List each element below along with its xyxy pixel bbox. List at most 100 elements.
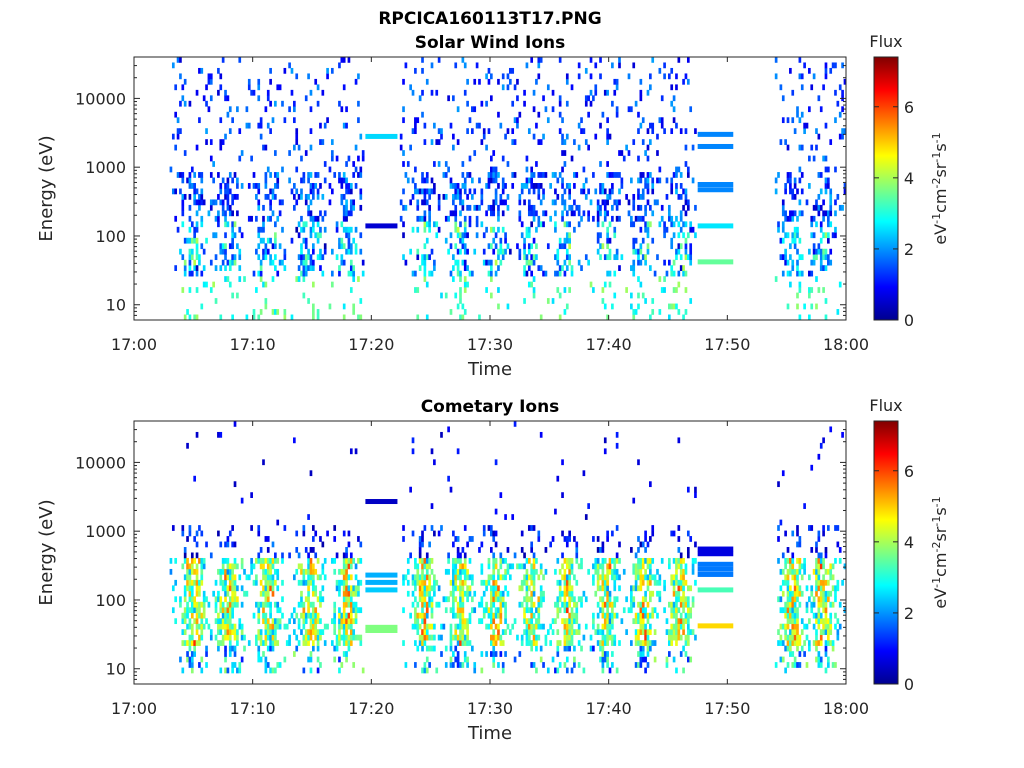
spectrogram-cell	[786, 662, 790, 668]
spectrogram-cell	[497, 585, 500, 592]
spectrogram-cell	[217, 596, 220, 603]
spectrogram-cell	[195, 210, 199, 217]
spectrogram-cell	[603, 303, 607, 310]
spectrogram-cell	[819, 618, 823, 625]
constant-energy-line	[697, 131, 734, 137]
spectrogram-cell	[639, 629, 643, 635]
spectrogram-cell	[200, 601, 204, 608]
spectrogram-cell	[525, 568, 529, 575]
spectrogram-cell	[307, 607, 310, 614]
spectrogram-cell	[646, 226, 650, 233]
spectrogram-cell	[831, 662, 835, 668]
spectrogram-cell	[796, 612, 799, 619]
spectrogram-cell	[330, 150, 334, 156]
spectrogram-cell	[596, 199, 600, 206]
spectrogram-cell	[606, 585, 609, 592]
spectrogram-cell	[349, 563, 353, 570]
spectrogram-cell	[641, 172, 645, 178]
spectrogram-cell	[675, 254, 678, 261]
spectrogram-cell	[319, 574, 322, 581]
spectrogram-cell	[262, 254, 265, 261]
spectrogram-cell	[592, 645, 595, 652]
spectrogram-cell	[577, 623, 581, 630]
spectrogram-cell	[255, 557, 258, 564]
spectrogram-cell	[796, 106, 799, 113]
spectrogram-cell	[803, 640, 806, 646]
spectrogram-cell	[347, 585, 351, 592]
spectrogram-cell	[637, 601, 640, 608]
spectrogram-cell	[658, 276, 662, 282]
spectrogram-cell	[307, 193, 310, 200]
spectrogram-cell	[630, 106, 633, 113]
spectrogram-cell	[520, 634, 524, 641]
spectrogram-cell	[238, 57, 242, 63]
spectrogram-cell	[632, 585, 636, 592]
spectrogram-cell	[641, 601, 645, 608]
spectrogram-cell	[575, 172, 579, 178]
spectrogram-cell	[651, 128, 655, 135]
spectrogram-cell	[463, 656, 467, 663]
spectrogram-cell	[195, 265, 199, 271]
spectrogram-cell	[630, 596, 633, 603]
spectrogram-cell	[266, 662, 270, 668]
spectrogram-cell	[302, 265, 306, 271]
spectrogram-cell	[549, 541, 553, 548]
spectrogram-cell	[834, 525, 837, 531]
spectrogram-cell	[454, 612, 458, 619]
spectrogram-cell	[416, 248, 420, 255]
spectrogram-cell	[183, 237, 187, 244]
spectrogram-cell	[304, 270, 308, 277]
spectrogram-cell	[798, 237, 802, 244]
spectrogram-cell	[347, 237, 351, 244]
spectrogram-cell	[347, 618, 351, 625]
spectrogram-cell	[677, 579, 681, 586]
spectrogram-cell	[798, 73, 802, 80]
spectrogram-cell	[798, 651, 802, 657]
spectrogram-cell	[463, 552, 467, 559]
spectrogram-cell	[613, 601, 617, 608]
spectrogram-cell	[454, 563, 458, 570]
spectrogram-cell	[195, 601, 199, 608]
spectrogram-cell	[824, 596, 828, 603]
spectrogram-cell	[791, 640, 795, 646]
spectrogram-cell	[492, 590, 496, 597]
spectrogram-cell	[454, 596, 458, 603]
spectrogram-cell	[454, 259, 458, 266]
spectrogram-cell	[827, 237, 830, 244]
spectrogram-cell	[444, 172, 448, 178]
spectrogram-cell	[506, 590, 510, 597]
spectrogram-cell	[352, 172, 356, 178]
spectrogram-cell	[637, 204, 640, 211]
spectrogram-cell	[471, 607, 474, 614]
spectrogram-cell	[829, 259, 833, 266]
spectrogram-cell	[530, 629, 534, 635]
spectrogram-cell	[202, 199, 206, 206]
spectrogram-cell	[352, 585, 356, 592]
spectrogram-cell	[181, 525, 185, 531]
spectrogram-cell	[240, 150, 244, 156]
spectrogram-cell	[786, 232, 790, 239]
spectrogram-cell	[556, 557, 560, 564]
spectrogram-cell	[262, 590, 265, 597]
spectrogram-cell	[570, 563, 574, 570]
spectrogram-cell	[494, 612, 498, 619]
spectrogram-cell	[684, 596, 688, 603]
spectrogram-cell	[454, 645, 458, 652]
spectrogram-cell	[542, 188, 545, 195]
spectrogram-cell	[596, 215, 600, 222]
spectrogram-cell	[181, 210, 185, 217]
spectrogram-cell	[288, 634, 291, 641]
spectrogram-cell	[504, 618, 507, 625]
spectrogram-cell	[499, 552, 503, 559]
spectrogram-cell	[281, 579, 284, 586]
spectrogram-cell	[333, 618, 337, 625]
spectrogram-cell	[478, 601, 481, 608]
spectrogram-cell	[786, 585, 790, 592]
spectrogram-cell	[473, 607, 477, 614]
spectrogram-cell	[679, 243, 683, 250]
spectrogram-cell	[468, 618, 472, 625]
spectrogram-cell	[527, 204, 531, 211]
spectrogram-cell	[563, 259, 567, 266]
spectrogram-cell	[452, 265, 455, 271]
spectrogram-cell	[829, 210, 833, 217]
